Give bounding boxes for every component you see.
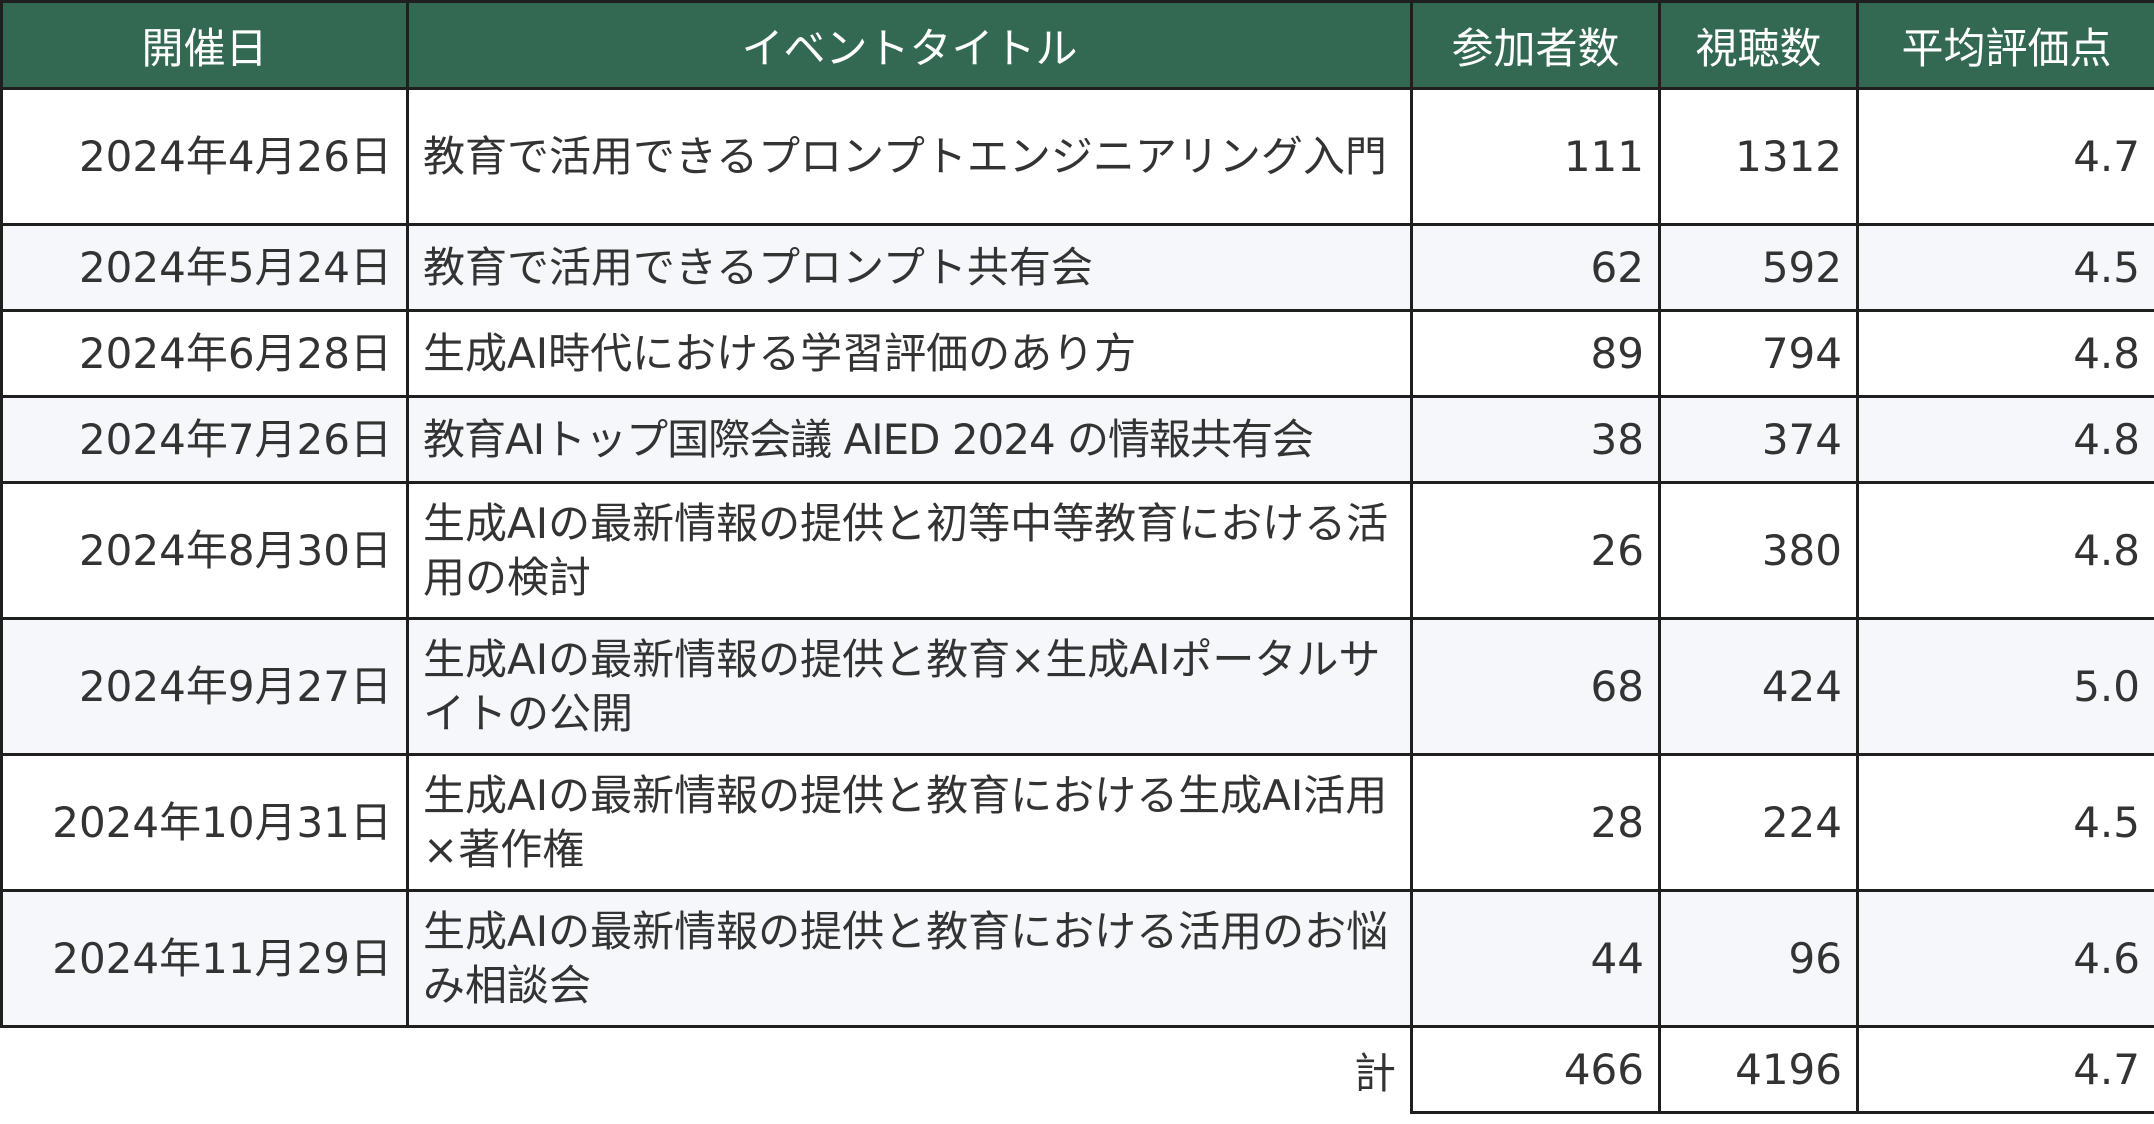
views-count: 380 — [1658, 481, 1859, 620]
header-date: 開催日 — [0, 0, 409, 90]
event-title: 生成AIの最新情報の提供と初等中等教育における活用の検討 — [406, 481, 1413, 620]
event-title: 生成AIの最新情報の提供と教育における生成AI活用×著作権 — [406, 753, 1413, 892]
event-date: 2024年6月28日 — [0, 309, 409, 398]
total-row: 計 466 4196 4.7 — [1, 1025, 2154, 1114]
participants-count: 44 — [1410, 889, 1661, 1028]
total-label: 計 — [1, 1026, 1412, 1113]
header-title: イベントタイトル — [406, 0, 1413, 90]
table-row: 2024年10月31日 生成AIの最新情報の提供と教育における生成AI活用×著作… — [0, 753, 2154, 892]
views-count: 224 — [1658, 753, 1859, 892]
participants-count: 111 — [1410, 87, 1661, 226]
table-row: 2024年5月24日 教育で活用できるプロンプト共有会 62 592 4.5 — [0, 223, 2154, 312]
rating-value: 4.8 — [1856, 309, 2154, 398]
table-header-row: 開催日 イベントタイトル 参加者数 視聴数 平均評価点 — [0, 0, 2154, 90]
event-title: 生成AIの最新情報の提供と教育×生成AIポータルサイトの公開 — [406, 617, 1413, 756]
participants-count: 62 — [1410, 223, 1661, 312]
views-count: 1312 — [1658, 87, 1859, 226]
participants-count: 28 — [1410, 753, 1661, 892]
event-title: 教育AIトップ国際会議 AIED 2024 の情報共有会 — [406, 395, 1413, 484]
header-participants: 参加者数 — [1410, 0, 1661, 90]
table-row: 2024年4月26日 教育で活用できるプロンプトエンジニアリング入門 111 1… — [0, 87, 2154, 226]
rating-value: 4.8 — [1856, 395, 2154, 484]
views-count: 794 — [1658, 309, 1859, 398]
table-row: 2024年8月30日 生成AIの最新情報の提供と初等中等教育における活用の検討 … — [0, 481, 2154, 620]
rating-value: 4.8 — [1856, 481, 2154, 620]
table-row: 2024年9月27日 生成AIの最新情報の提供と教育×生成AIポータルサイトの公… — [0, 617, 2154, 756]
participants-count: 38 — [1410, 395, 1661, 484]
event-title: 生成AIの最新情報の提供と教育における活用のお悩み相談会 — [406, 889, 1413, 1028]
table-row: 2024年6月28日 生成AI時代における学習評価のあり方 89 794 4.8 — [0, 309, 2154, 398]
views-count: 374 — [1658, 395, 1859, 484]
participants-count: 26 — [1410, 481, 1661, 620]
header-rating: 平均評価点 — [1856, 0, 2154, 90]
views-count: 592 — [1658, 223, 1859, 312]
event-date: 2024年11月29日 — [0, 889, 409, 1028]
rating-value: 4.7 — [1856, 87, 2154, 226]
table-row: 2024年11月29日 生成AIの最新情報の提供と教育における活用のお悩み相談会… — [0, 889, 2154, 1028]
views-count: 424 — [1658, 617, 1859, 756]
event-title: 生成AI時代における学習評価のあり方 — [406, 309, 1413, 398]
total-views: 4196 — [1658, 1025, 1859, 1114]
event-date: 2024年8月30日 — [0, 481, 409, 620]
views-count: 96 — [1658, 889, 1859, 1028]
event-date: 2024年9月27日 — [0, 617, 409, 756]
rating-value: 4.6 — [1856, 889, 2154, 1028]
participants-count: 68 — [1410, 617, 1661, 756]
total-rating: 4.7 — [1856, 1025, 2154, 1114]
participants-count: 89 — [1410, 309, 1661, 398]
header-views: 視聴数 — [1658, 0, 1859, 90]
event-title: 教育で活用できるプロンプトエンジニアリング入門 — [406, 87, 1413, 226]
event-date: 2024年10月31日 — [0, 753, 409, 892]
total-participants: 466 — [1410, 1025, 1661, 1114]
rating-value: 4.5 — [1856, 753, 2154, 892]
rating-value: 4.5 — [1856, 223, 2154, 312]
event-date: 2024年7月26日 — [0, 395, 409, 484]
table-row: 2024年7月26日 教育AIトップ国際会議 AIED 2024 の情報共有会 … — [0, 395, 2154, 484]
event-title: 教育で活用できるプロンプト共有会 — [406, 223, 1413, 312]
event-date: 2024年4月26日 — [0, 87, 409, 226]
rating-value: 5.0 — [1856, 617, 2154, 756]
event-date: 2024年5月24日 — [0, 223, 409, 312]
